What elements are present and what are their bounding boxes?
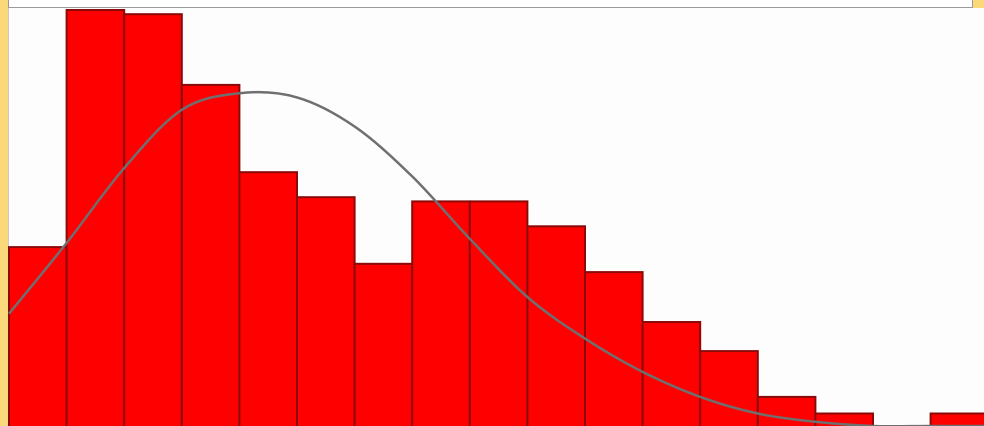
histogram-bar [65,9,126,426]
histogram-bar [468,200,529,426]
histogram-bar [8,246,68,426]
histogram-bar [756,395,817,426]
chart-header-box [8,0,973,8]
histogram-bar [123,13,183,426]
histogram-bar [641,321,702,426]
histogram-bar [411,200,471,426]
histogram-bar [353,262,414,426]
histogram-bar [180,83,241,426]
density-curve [8,90,984,426]
histogram-bar [929,412,984,426]
histogram-bars [8,9,984,426]
histogram-bar [238,171,298,426]
histogram-bar [526,225,587,426]
histogram-bar [296,196,356,426]
histogram-bar [699,350,759,426]
histogram-bar [584,271,644,426]
